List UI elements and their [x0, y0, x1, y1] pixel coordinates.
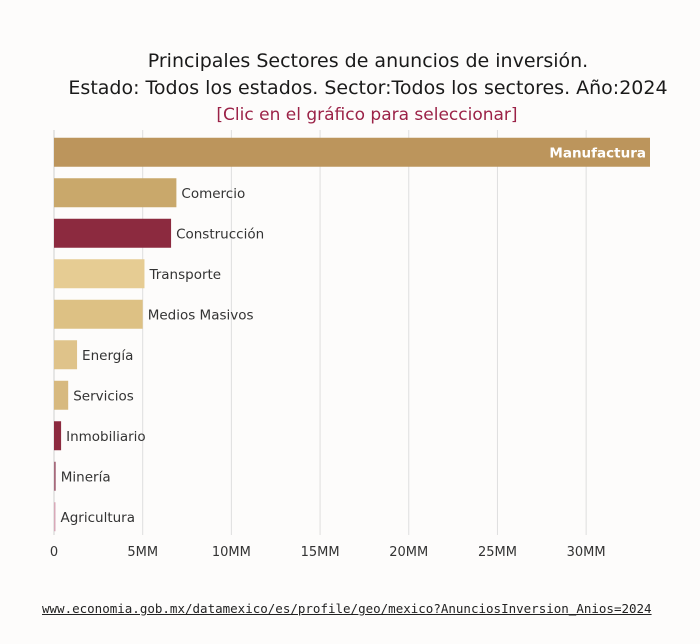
bar-group[interactable]: Construcción	[54, 218, 264, 248]
bar-group[interactable]: Comercio	[54, 178, 245, 208]
bar[interactable]	[54, 340, 78, 370]
bar-label: Medios Masivos	[148, 307, 254, 323]
bar-label: Energía	[82, 348, 133, 364]
bar[interactable]	[54, 502, 56, 532]
bar-group[interactable]: Manufactura	[54, 137, 650, 167]
chart-title-line1: Principales Sectores de anuncios de inve…	[147, 50, 589, 72]
bar-label: Minería	[61, 469, 111, 485]
bar[interactable]	[54, 218, 172, 248]
chart-title-line2: Estado: Todos los estados. Sector:Todos …	[68, 77, 668, 99]
bar-label: Agricultura	[61, 510, 136, 526]
bar-group[interactable]: Energía	[54, 340, 133, 370]
bar-label: Manufactura	[549, 145, 646, 161]
bar-label: Inmobiliario	[66, 429, 146, 445]
x-tick-label: 20MM	[389, 545, 428, 560]
x-tick-label: 0	[50, 545, 58, 560]
bar-layer[interactable]: Manufactura Comercio Construcción Transport…	[54, 137, 650, 532]
bar[interactable]	[54, 380, 69, 410]
x-tick-label: 5MM	[127, 545, 158, 560]
bar-group[interactable]: Servicios	[54, 380, 134, 410]
bar[interactable]	[54, 421, 62, 451]
x-tick-label: 15MM	[301, 545, 340, 560]
chart-instruction[interactable]: [Clic en el gráfico para seleccionar]	[216, 105, 518, 125]
x-tick-label: 25MM	[478, 545, 517, 560]
bar-group[interactable]: Minería	[54, 461, 111, 491]
x-tick-label: 10MM	[212, 545, 251, 560]
source-link[interactable]: www.economia.gob.mx/datamexico/es/profil…	[42, 601, 652, 616]
bar-group[interactable]: Inmobiliario	[54, 421, 146, 451]
bar[interactable]	[54, 299, 143, 329]
bar-label: Transporte	[148, 267, 221, 283]
bar-group[interactable]: Medios Masivos	[54, 299, 254, 329]
bar-group[interactable]: Agricultura	[54, 502, 136, 532]
bar[interactable]	[54, 178, 177, 208]
x-tick-label: 30MM	[567, 545, 606, 560]
bar[interactable]	[54, 461, 56, 491]
bar[interactable]	[54, 259, 145, 289]
bar-chart[interactable]: Manufactura Comercio Construcción Transport…	[0, 0, 700, 590]
bar-label: Comercio	[181, 186, 245, 202]
bar-group[interactable]: Transporte	[54, 259, 221, 289]
bar-label: Construcción	[176, 226, 264, 242]
x-axis: 0 5MM 10MM 15MM 20MM 25MM 30MM	[50, 545, 606, 560]
bar[interactable]	[54, 137, 650, 167]
bar-label: Servicios	[73, 388, 134, 404]
